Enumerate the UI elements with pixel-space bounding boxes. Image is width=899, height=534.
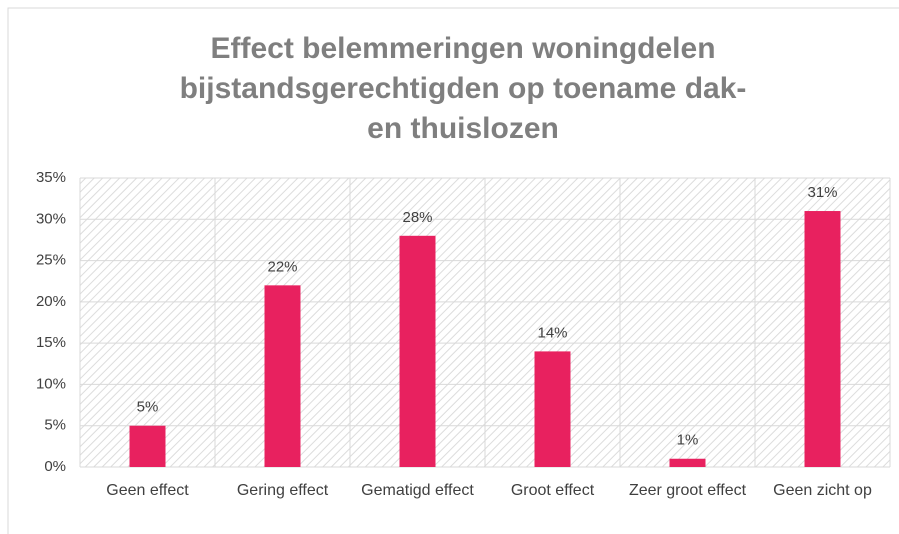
y-tick-label: 5% bbox=[44, 417, 66, 434]
frame bbox=[7, 7, 899, 534]
y-tick-label: 15% bbox=[36, 334, 66, 351]
chart-title: bijstandsgerechtigden op toename dak- bbox=[180, 72, 747, 105]
bar bbox=[264, 285, 301, 467]
y-tick-label: 10% bbox=[36, 375, 66, 392]
data-label: 14% bbox=[537, 324, 567, 341]
bar bbox=[669, 458, 706, 467]
bar bbox=[804, 211, 841, 467]
x-tick-label: Geen zicht op bbox=[773, 482, 872, 499]
x-tick-label: Gematigd effect bbox=[361, 482, 474, 499]
x-tick-label: Groot effect bbox=[510, 482, 595, 499]
y-tick-label: 0% bbox=[44, 458, 66, 475]
data-label: 22% bbox=[267, 258, 297, 275]
y-tick-label: 35% bbox=[36, 169, 66, 186]
x-tick-label: Geen effect bbox=[106, 482, 189, 499]
bar bbox=[129, 425, 166, 467]
data-label: 5% bbox=[137, 399, 159, 416]
y-tick-label: 20% bbox=[36, 293, 66, 310]
bar bbox=[534, 351, 571, 467]
x-tick-label: Zeer groot effect bbox=[628, 482, 747, 499]
y-tick-label: 30% bbox=[36, 210, 66, 227]
data-label: 31% bbox=[807, 184, 837, 201]
chart-title: Effect belemmeringen woningdelen bbox=[210, 32, 715, 65]
chart-title: en thuislozen bbox=[367, 112, 559, 145]
x-tick-label: Gering effect bbox=[236, 482, 329, 499]
data-label: 28% bbox=[402, 209, 432, 226]
data-label: 1% bbox=[677, 432, 699, 449]
y-tick-label: 25% bbox=[36, 252, 66, 269]
bar bbox=[399, 235, 436, 467]
